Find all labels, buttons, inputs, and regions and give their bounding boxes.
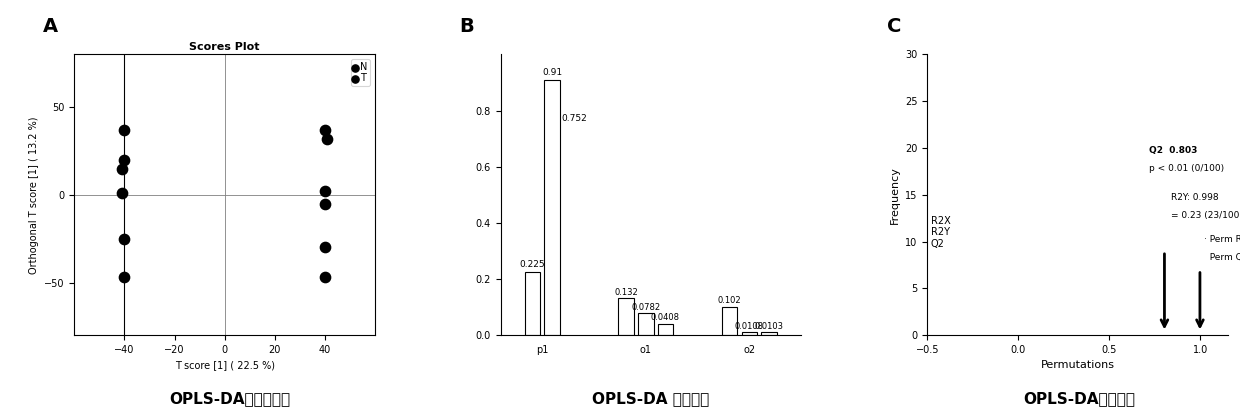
Text: A: A <box>43 17 58 36</box>
Bar <box>619 298 634 335</box>
N <box>114 156 134 163</box>
Text: R2X
R2Y
Q2: R2X R2Y Q2 <box>931 216 951 249</box>
N <box>114 127 134 133</box>
Text: 0.102: 0.102 <box>718 296 742 305</box>
Text: · Perm R2Y: · Perm R2Y <box>1204 235 1240 243</box>
Text: R2Y: 0.998: R2Y: 0.998 <box>1171 192 1219 202</box>
Text: 0.132: 0.132 <box>614 288 639 297</box>
Text: 0.752: 0.752 <box>562 114 588 122</box>
T <box>315 188 335 195</box>
T <box>315 127 335 133</box>
Text: 0.0782: 0.0782 <box>631 303 661 312</box>
Text: Q2  0.803: Q2 0.803 <box>1149 146 1198 155</box>
Text: OPLS-DA 参数检验: OPLS-DA 参数检验 <box>593 391 709 406</box>
Bar <box>742 332 758 335</box>
N <box>112 165 131 172</box>
N <box>114 274 134 281</box>
Legend: N, T: N, T <box>351 59 370 86</box>
Text: Perm Q2: Perm Q2 <box>1204 253 1240 262</box>
X-axis label: Permutations: Permutations <box>1040 360 1115 370</box>
T <box>315 200 335 207</box>
Text: 0.0408: 0.0408 <box>651 313 680 322</box>
Text: OPLS-DA模型得分图: OPLS-DA模型得分图 <box>169 391 290 406</box>
Text: B: B <box>459 17 474 36</box>
Text: = 0.23 (23/100): = 0.23 (23/100) <box>1171 211 1240 220</box>
Y-axis label: Orthogonal T score [1] ( 13.2 %): Orthogonal T score [1] ( 13.2 %) <box>29 116 38 274</box>
Bar <box>722 307 738 335</box>
T <box>315 274 335 281</box>
Bar <box>657 324 673 335</box>
Text: p < 0.01 (0/100): p < 0.01 (0/100) <box>1149 164 1224 173</box>
Text: 0.225: 0.225 <box>520 260 546 269</box>
Text: 0.0108: 0.0108 <box>735 322 764 331</box>
Title: Scores Plot: Scores Plot <box>190 42 260 52</box>
T <box>315 244 335 251</box>
Bar <box>544 80 560 335</box>
X-axis label: T score [1] ( 22.5 %): T score [1] ( 22.5 %) <box>175 360 274 370</box>
Bar <box>761 332 776 335</box>
N <box>114 235 134 242</box>
Bar <box>525 272 541 335</box>
Text: 0.91: 0.91 <box>542 68 562 77</box>
Y-axis label: Frequency: Frequency <box>889 166 899 224</box>
Text: C: C <box>887 17 901 36</box>
Text: 0.0103: 0.0103 <box>755 322 784 331</box>
T <box>317 135 337 142</box>
Bar <box>639 313 653 335</box>
Text: OPLS-DA排列检验: OPLS-DA排列检验 <box>1023 391 1135 406</box>
N <box>112 190 131 197</box>
